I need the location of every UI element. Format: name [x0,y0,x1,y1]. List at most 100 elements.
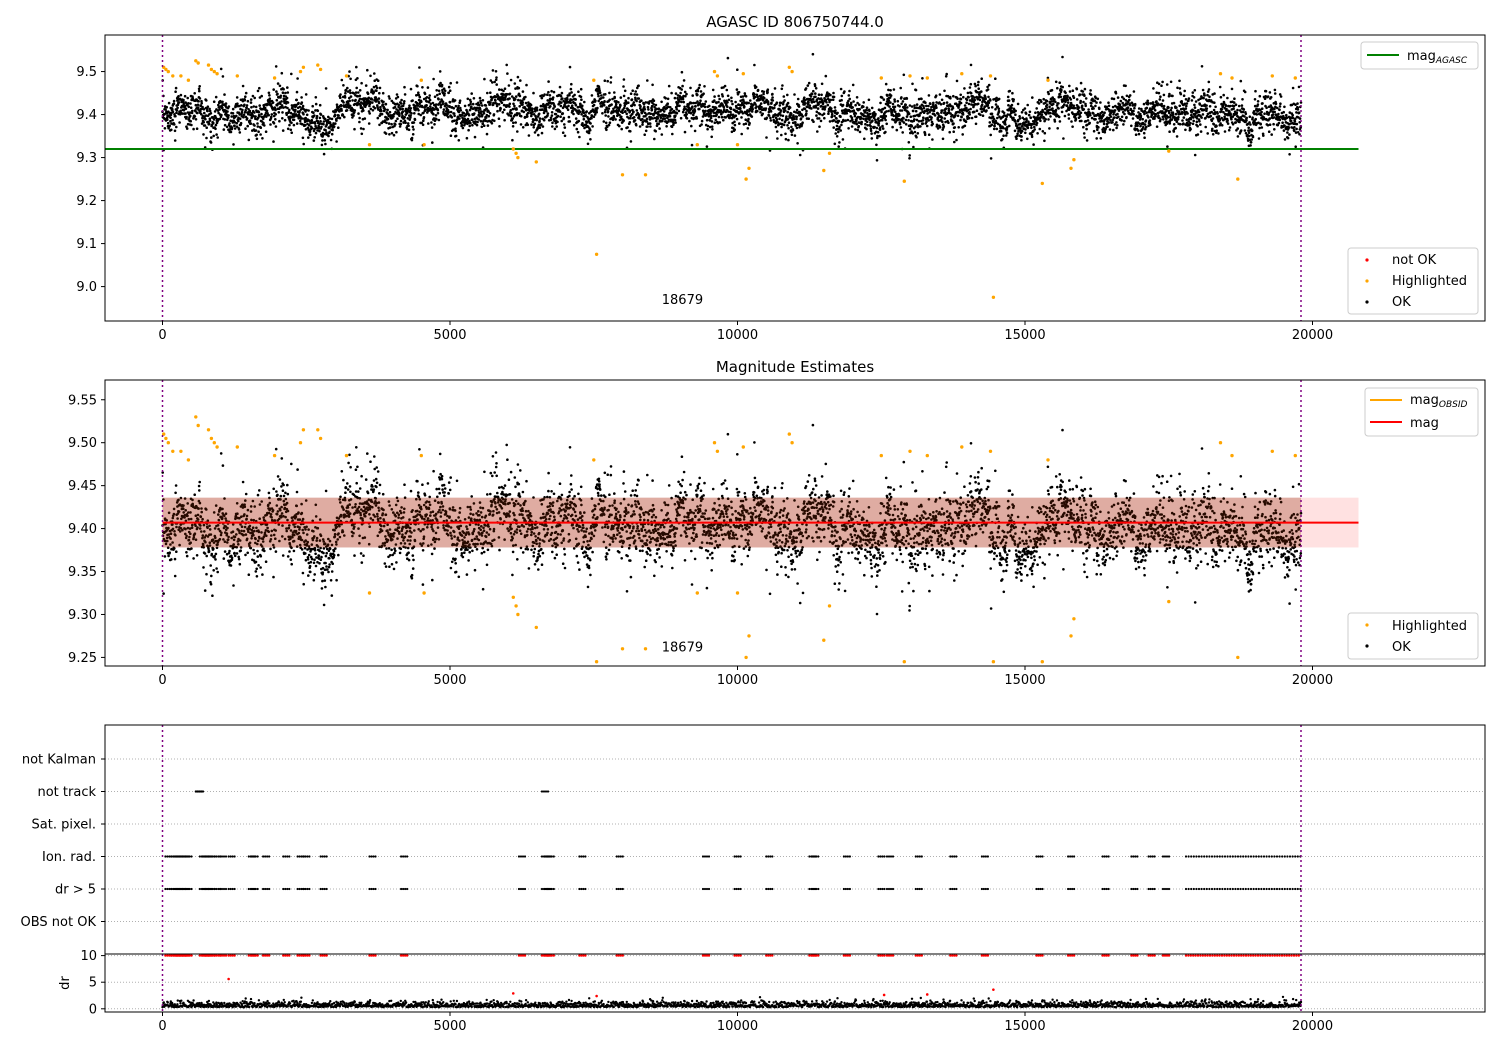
ok-point [933,114,937,117]
ok-point [602,120,606,123]
ok-point [353,127,356,131]
ok-point [843,90,846,93]
ok-point [437,118,441,122]
ok-point [1244,112,1248,116]
ok-point [551,96,555,99]
ok-point [399,122,403,126]
ok-point [973,96,976,99]
ok-point [647,102,651,105]
ok-point [1112,97,1116,101]
ok-point [1169,80,1173,84]
ok-point [1252,110,1256,113]
ok-point [488,112,492,115]
ok-point [226,116,230,119]
ok-point [170,128,173,132]
ok-point [931,122,934,126]
ok-point [797,105,801,108]
ok-point [448,89,452,92]
ok-point [416,84,419,88]
ok-point [322,152,326,156]
ok-point [280,71,284,75]
ok-point [249,122,253,125]
ok-point [487,110,490,113]
ok-point [1232,107,1235,110]
ok-point [618,124,621,128]
ok-point [533,122,537,126]
ok-point [197,100,200,103]
ok-point [1020,138,1023,142]
ok-point [547,90,550,94]
ok-point [847,94,851,97]
ok-point [368,104,371,108]
ok-point [235,96,239,99]
ok-point [360,132,364,136]
ok-point [579,87,583,91]
ok-point [1144,125,1148,129]
ok-point [830,115,834,118]
ok-point [747,117,750,121]
ok-point [1107,121,1110,124]
ok-point [1226,96,1229,100]
ok-point [544,106,548,109]
ok-point [212,121,215,125]
ok-point [989,99,992,102]
ok-point [957,126,960,129]
ok-point [796,123,800,126]
ok-point [783,99,786,102]
ok-point [1026,126,1030,130]
ok-point [973,98,976,102]
ok-point [405,111,409,115]
ok-point [965,98,969,102]
ok-point [1145,106,1149,110]
ok-point [613,91,616,94]
ok-point [318,122,322,125]
ok-point [965,101,968,104]
ok-point [929,102,932,105]
ok-point [184,107,188,110]
ok-point [694,105,697,108]
ok-point [807,117,810,120]
ok-point [197,87,201,91]
ok-point [829,93,832,97]
ok-point [261,107,264,111]
ok-point [699,90,703,93]
ok-point [1242,108,1246,111]
ok-point [710,120,714,123]
ok-point [652,112,656,116]
ok-point [953,126,957,129]
ok-point [773,106,776,110]
ok-point [1037,102,1041,105]
ok-point [840,123,843,127]
ok-point [1024,128,1027,131]
ok-point [407,106,411,110]
ok-point [381,103,385,106]
ok-point [390,131,394,135]
ok-point [598,89,601,92]
ok-point [1137,107,1141,110]
ok-point [889,101,892,104]
ok-point [240,110,244,114]
ok-point [1193,153,1197,157]
ok-point [790,133,794,137]
ok-point [887,99,891,102]
ok-point [274,113,278,116]
ok-point [1250,129,1254,132]
ok-point [592,115,596,119]
ok-point [563,123,566,126]
ok-point [420,105,424,109]
ok-point [522,110,526,114]
ok-point [381,91,385,95]
ok-point [980,90,983,93]
ok-point [272,121,276,125]
ok-point [850,125,854,128]
ok-point [1005,131,1009,135]
ok-point [997,97,1001,101]
ok-point [898,105,901,108]
ok-point [411,125,415,129]
ok-point [993,124,996,128]
ok-point [235,121,238,125]
ok-point [560,101,563,104]
ok-point [1199,130,1203,133]
ok-point [549,116,553,120]
ok-point [1231,122,1235,126]
